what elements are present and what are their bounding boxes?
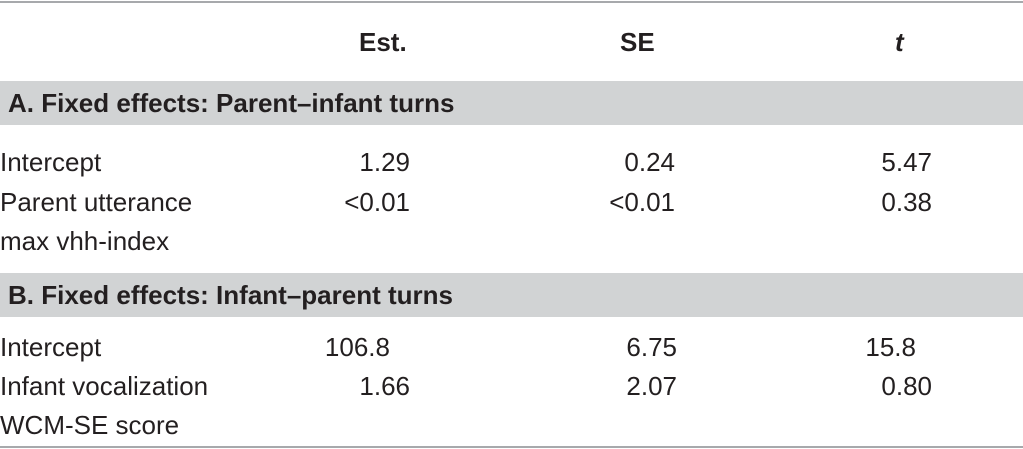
row-a1-label: Intercept (0, 147, 102, 177)
row-a2-label-line2: max vhh-index (0, 226, 170, 256)
row-a1-se: 0.24 (624, 147, 675, 177)
row-b2-label-line1: Infant vocalization (0, 371, 209, 401)
row-a1-est: 1.29 (359, 147, 410, 177)
section-b-band: B. Fixed effects: Infant–parent turns (0, 273, 1023, 317)
row-b2-se: 2.07 (626, 371, 677, 401)
row-b1-se: 6.75 (626, 332, 677, 362)
row-a2-est: <0.01 (344, 187, 410, 217)
row-a2-label-line1: Parent utterance (0, 187, 193, 217)
header-se: SE (620, 27, 655, 57)
header-est: Est. (359, 27, 407, 57)
section-b-title: B. Fixed effects: Infant–parent turns (8, 280, 453, 310)
header-t: t (895, 27, 904, 57)
row-a2-t: 0.38 (881, 187, 932, 217)
row-b1-label: Intercept (0, 332, 102, 362)
row-a1-t: 5.47 (881, 147, 932, 177)
top-rule (0, 1, 1023, 3)
row-b1-est: 106.8 (324, 332, 390, 362)
row-b2-t: 0.80 (881, 371, 932, 401)
row-b2-label-line2: WCM-SE score (0, 410, 180, 440)
section-a-band: A. Fixed effects: Parent–infant turns (0, 81, 1023, 125)
row-a2-se: <0.01 (609, 187, 675, 217)
row-b2-est: 1.66 (359, 371, 410, 401)
row-b1-t: 15.8 (865, 332, 916, 362)
section-a-title: A. Fixed effects: Parent–infant turns (8, 88, 455, 118)
bottom-rule (0, 446, 1023, 448)
